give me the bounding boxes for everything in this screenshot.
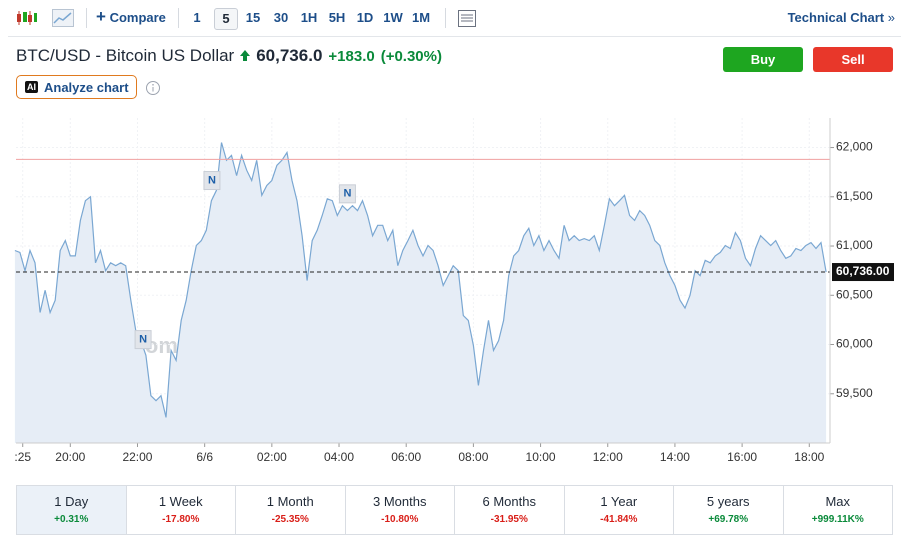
- y-tick-label: 61,500: [836, 189, 873, 203]
- x-tick-label: :25: [14, 450, 31, 464]
- interval-button[interactable]: 30: [273, 10, 289, 25]
- period-change: +0.31%: [54, 514, 89, 525]
- sell-button[interactable]: Sell: [813, 47, 893, 72]
- instrument-header: BTC/USD - Bitcoin US Dollar 60,736.0 +18…: [16, 46, 442, 66]
- x-tick-label: 06:00: [391, 450, 421, 464]
- technical-chart-label: Technical Chart: [787, 10, 885, 25]
- y-tick-label: 60,500: [836, 287, 873, 301]
- divider: [445, 8, 446, 28]
- x-tick-label: 02:00: [257, 450, 287, 464]
- interval-button[interactable]: 1W: [383, 10, 403, 25]
- period-change: -25.35%: [271, 514, 309, 525]
- x-tick-label: 20:00: [55, 450, 85, 464]
- period-tab[interactable]: 1 Day +0.31%: [17, 486, 127, 534]
- period-change: -41.84%: [600, 514, 638, 525]
- period-label: 1 Year: [600, 494, 638, 509]
- news-marker: [203, 171, 221, 191]
- interval-button[interactable]: 1M: [411, 10, 431, 25]
- interval-button[interactable]: 1H: [300, 10, 318, 25]
- technical-chart-link[interactable]: Technical Chart »: [787, 10, 895, 25]
- period-label: 1 Month: [266, 494, 314, 509]
- period-tab[interactable]: 1 Year -41.84%: [565, 486, 674, 534]
- interval-button[interactable]: 15: [245, 10, 261, 25]
- news-marker-label: N: [139, 333, 147, 345]
- area-icon[interactable]: [52, 9, 74, 27]
- candles-icon[interactable]: [16, 9, 38, 27]
- interval-button[interactable]: 5H: [328, 10, 346, 25]
- instrument-title: BTC/USD - Bitcoin US Dollar: [16, 46, 235, 65]
- analyze-label: Analyze chart: [44, 79, 129, 95]
- y-tick-label: 59,500: [836, 386, 873, 400]
- period-change: -10.80%: [381, 514, 419, 525]
- y-tick-label: 61,000: [836, 238, 873, 252]
- x-tick-label: 6/6: [196, 450, 213, 464]
- x-tick-label: 08:00: [458, 450, 488, 464]
- x-tick-label: 10:00: [526, 450, 556, 464]
- x-tick-label: 12:00: [593, 450, 623, 464]
- period-label: 3 Months: [373, 494, 427, 509]
- x-tick-label: 22:00: [122, 450, 152, 464]
- current-price-box: [832, 263, 894, 282]
- area-fill: [14, 142, 827, 443]
- y-tick-label: 62,000: [836, 140, 873, 154]
- price: 60,736.0: [256, 46, 323, 65]
- compare-label: Compare: [109, 10, 166, 25]
- current-price-label: 60,736.00: [836, 264, 890, 278]
- period-tab[interactable]: 5 years +69.78%: [674, 486, 784, 534]
- info-icon[interactable]: [145, 80, 161, 96]
- up-arrow: [240, 50, 251, 61]
- news-marker-label: N: [208, 174, 216, 186]
- price-line: [14, 142, 827, 418]
- period-tab[interactable]: 1 Week -17.80%: [127, 486, 236, 534]
- table-icon[interactable]: [458, 10, 476, 27]
- x-tick-label: 04:00: [324, 450, 354, 464]
- period-change: +999.11K%: [811, 514, 864, 525]
- period-change: +69.78%: [708, 514, 749, 525]
- period-tab[interactable]: 6 Months -31.95%: [455, 486, 565, 534]
- x-tick-label: 14:00: [660, 450, 690, 464]
- interval-button[interactable]: 5: [214, 8, 238, 30]
- analyze-chart-button[interactable]: AI Analyze chart: [16, 75, 137, 99]
- news-marker: [134, 330, 152, 350]
- buy-button[interactable]: Buy: [723, 47, 803, 72]
- news-marker: [338, 184, 356, 204]
- period-label: Max: [825, 494, 851, 509]
- y-tick-label: 60,000: [836, 337, 873, 351]
- period-label: 1 Week: [158, 494, 203, 509]
- period-change: -31.95%: [490, 514, 528, 525]
- period-label: 1 Day: [54, 494, 89, 509]
- ai-badge: AI: [25, 81, 38, 93]
- compare-button[interactable]: + Compare: [96, 7, 166, 26]
- period-tab[interactable]: 1 Month -25.35%: [236, 486, 346, 534]
- x-tick-label: 18:00: [794, 450, 824, 464]
- news-marker-label: N: [343, 188, 351, 200]
- x-tick-label: 16:00: [727, 450, 757, 464]
- period-tabs: 1 Day +0.31% 1 Week -17.80% 1 Month -25.35% 3 …: [16, 485, 893, 535]
- toolbar: + Compare 1 5 15 30 1H 5H 1D 1W 1M Technical Cha…: [8, 0, 901, 37]
- period-label: 6 Months: [482, 494, 536, 509]
- period-tab[interactable]: 3 Months -10.80%: [346, 486, 455, 534]
- period-label: 5 years: [706, 494, 750, 509]
- interval-button[interactable]: 1D: [356, 10, 374, 25]
- price-change: +183.0: [328, 48, 375, 65]
- divider: [178, 8, 179, 28]
- divider: [86, 8, 87, 28]
- chart: Investing.com59,50060,00060,50061,00061,…: [14, 118, 894, 464]
- period-tab[interactable]: Max +999.11K%: [784, 486, 893, 534]
- price-change-percent: (+0.30%): [380, 48, 442, 65]
- period-change: -17.80%: [162, 514, 200, 525]
- interval-button[interactable]: 1: [193, 10, 201, 25]
